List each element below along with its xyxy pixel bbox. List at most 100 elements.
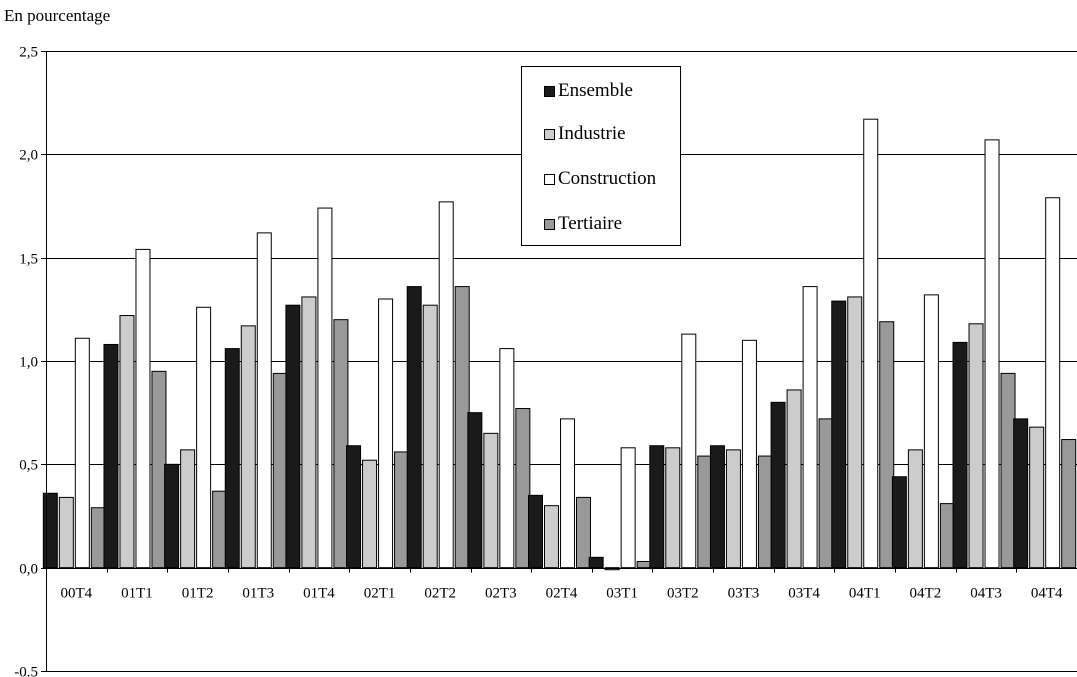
bar-tertiaire-02t1 xyxy=(394,451,410,569)
bar-industrie-04t4 xyxy=(1029,426,1045,569)
bar-industrie-04t1 xyxy=(847,296,863,569)
bar-industrie-01t2 xyxy=(180,449,196,569)
x-tick-label: 01T3 xyxy=(242,586,274,602)
y-tick-label: 1,5 xyxy=(19,252,38,268)
bar-construction-01t1 xyxy=(135,248,151,569)
bar-construction-04t1 xyxy=(863,118,879,569)
x-tick-labels: 00T4 01T1 01T2 01T3 01T4 02T1 02T2 02T3 02T4 03T1… xyxy=(60,586,1063,602)
bar-construction-04t3 xyxy=(984,139,1000,569)
bar-ensemble-03t4 xyxy=(770,401,786,569)
legend: Ensemble Industrie Construction Tertiair… xyxy=(521,66,681,246)
bar-construction-04t2 xyxy=(923,294,939,569)
bar-tertiaire-04t2 xyxy=(939,503,955,569)
y-tick-label: 0,5 xyxy=(19,458,38,474)
x-tick-label: 02T4 xyxy=(546,586,578,602)
legend-item-construction: Construction xyxy=(544,167,656,191)
legend-swatch-construction xyxy=(544,173,555,185)
bars xyxy=(42,118,1077,571)
x-tick-label: 03T4 xyxy=(788,586,820,602)
bar-industrie-03t3 xyxy=(725,449,741,569)
bar-ensemble-01t4 xyxy=(285,304,301,569)
bar-construction-03t1 xyxy=(620,447,636,569)
bar-construction-01t2 xyxy=(196,306,212,569)
bar-tertiaire-03t1 xyxy=(636,560,652,569)
bar-industrie-03t4 xyxy=(786,389,802,569)
bar-construction-03t4 xyxy=(802,286,818,569)
legend-swatch-ensemble xyxy=(544,85,555,97)
x-tick-label: 01T1 xyxy=(121,586,153,602)
legend-label-ensemble: Ensemble xyxy=(558,80,633,101)
bar-construction-03t3 xyxy=(741,339,757,569)
bar-tertiaire-02t2 xyxy=(454,286,470,569)
bar-tertiaire-01t2 xyxy=(212,490,228,569)
bar-industrie-04t3 xyxy=(968,323,984,569)
x-tick-label: 03T3 xyxy=(728,586,760,602)
x-tick-label: 01T2 xyxy=(182,586,214,602)
y-tick-label: 2,0 xyxy=(19,148,38,164)
bar-industrie-01t3 xyxy=(240,325,256,569)
axes xyxy=(46,51,1077,671)
x-tick-label: 02T3 xyxy=(485,586,517,602)
bar-ensemble-02t1 xyxy=(346,445,362,569)
bar-ensemble-02t3 xyxy=(467,412,483,569)
bar-tertiaire-04t4 xyxy=(1061,439,1077,569)
bar-industrie-01t1 xyxy=(119,315,135,569)
y-tick-label: 2,5 xyxy=(19,45,38,61)
bar-tertiaire-02t3 xyxy=(515,408,531,569)
bar-industrie-02t4 xyxy=(544,505,559,569)
x-tick-label: 04T1 xyxy=(849,586,881,602)
bar-tertiaire-02t4 xyxy=(576,496,591,569)
bar-construction-02t4 xyxy=(560,418,575,569)
legend-label-construction: Construction xyxy=(558,168,657,189)
bar-industrie-00t4 xyxy=(58,496,74,569)
bar-industrie-03t2 xyxy=(665,447,681,569)
legend-label-industrie: Industrie xyxy=(558,123,626,144)
bar-ensemble-02t4 xyxy=(528,494,543,569)
legend-swatch-tertiaire xyxy=(544,218,555,230)
x-tick-label: 04T4 xyxy=(1031,586,1063,602)
legend-item-ensemble: Ensemble xyxy=(544,79,633,103)
x-tick-label: 00T4 xyxy=(60,586,92,602)
bar-tertiaire-00t4 xyxy=(90,507,106,569)
bar-industrie-02t1 xyxy=(362,459,378,569)
x-tick-label: 03T2 xyxy=(667,586,699,602)
x-tick-label: 04T3 xyxy=(970,586,1002,602)
bar-industrie-01t4 xyxy=(301,296,317,569)
bar-ensemble-04t4 xyxy=(1013,418,1029,569)
bar-ensemble-03t3 xyxy=(709,445,725,569)
y-tick-label: 1,0 xyxy=(19,355,38,371)
bar-construction-00t4 xyxy=(74,337,90,569)
bar-construction-01t3 xyxy=(256,232,272,569)
x-tick-label: 02T2 xyxy=(424,586,456,602)
y-tick-labels: -0.5 0,0 0,5 1,0 1,5 2,0 2,5 xyxy=(14,45,38,677)
bar-industrie-02t3 xyxy=(483,432,499,569)
bar-construction-01t4 xyxy=(317,207,333,569)
x-tick-label: 03T1 xyxy=(606,586,638,602)
x-tick-label: 01T4 xyxy=(303,586,335,602)
bar-construction-02t2 xyxy=(438,201,454,569)
bar-tertiaire-04t1 xyxy=(879,321,895,569)
bar-tertiaire-03t4 xyxy=(818,418,834,569)
legend-swatch-industrie xyxy=(544,128,555,140)
bar-tertiaire-03t3 xyxy=(757,455,773,569)
bar-construction-03t2 xyxy=(681,333,697,569)
bar-construction-02t3 xyxy=(499,348,515,569)
y-axis-title: En pourcentage xyxy=(4,6,111,25)
bar-tertiaire-04t3 xyxy=(1000,372,1016,569)
bar-ensemble-04t2 xyxy=(891,476,907,569)
bar-ensemble-02t2 xyxy=(406,286,422,569)
bar-industrie-04t2 xyxy=(907,449,923,569)
legend-item-tertiaire: Tertiaire xyxy=(544,212,622,236)
bar-ensemble-04t1 xyxy=(831,300,847,569)
bar-construction-02t1 xyxy=(378,298,394,569)
bar-construction-04t4 xyxy=(1045,197,1061,569)
legend-label-tertiaire: Tertiaire xyxy=(558,213,623,234)
bar-industrie-02t2 xyxy=(422,304,438,569)
bar-tertiaire-01t3 xyxy=(272,372,288,569)
bar-ensemble-01t2 xyxy=(164,463,180,569)
x-tick-label: 02T1 xyxy=(364,586,396,602)
y-tick-label: -0.5 xyxy=(14,665,38,677)
bar-tertiaire-01t1 xyxy=(151,370,167,569)
bar-ensemble-01t3 xyxy=(224,348,240,569)
